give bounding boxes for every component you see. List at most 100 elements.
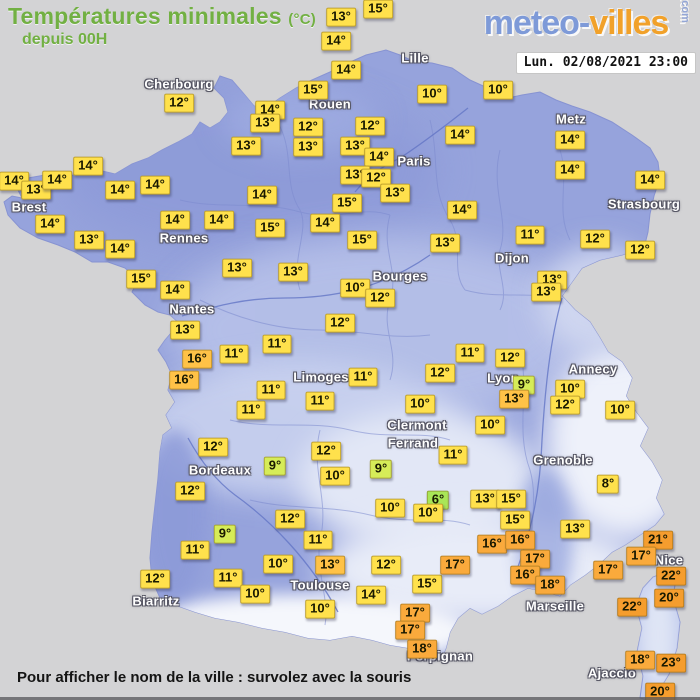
temp-label[interactable]: 10° (475, 415, 505, 435)
temp-label[interactable]: 12° (325, 313, 355, 333)
temp-label[interactable]: 10° (555, 379, 585, 399)
temp-label[interactable]: 12° (293, 117, 323, 137)
temp-label[interactable]: 20° (654, 588, 684, 608)
temp-label[interactable]: 9° (213, 524, 237, 544)
temp-label[interactable]: 10° (305, 599, 335, 619)
temp-label[interactable]: 15° (363, 0, 393, 19)
temp-label[interactable]: 15° (332, 193, 362, 213)
temp-label[interactable]: 12° (140, 569, 170, 589)
temp-label[interactable]: 12° (580, 229, 610, 249)
temp-label[interactable]: 17° (626, 546, 656, 566)
temp-label[interactable]: 14° (247, 185, 277, 205)
temp-label[interactable]: 11° (348, 367, 378, 387)
temp-label[interactable]: 11° (219, 344, 249, 364)
temp-label[interactable]: 17° (440, 555, 470, 575)
temp-label[interactable]: 10° (320, 466, 350, 486)
temp-label[interactable]: 10° (413, 503, 443, 523)
temp-label[interactable]: 13° (430, 233, 460, 253)
temp-label[interactable]: 10° (483, 80, 513, 100)
temp-label[interactable]: 13° (560, 519, 590, 539)
temp-label[interactable]: 12° (175, 481, 205, 501)
temp-label[interactable]: 10° (263, 554, 293, 574)
temp-label[interactable]: 22° (617, 597, 647, 617)
temp-label[interactable]: 13° (531, 282, 561, 302)
temp-label[interactable]: 13° (231, 136, 261, 156)
temp-label[interactable]: 9° (263, 456, 287, 476)
temp-label[interactable]: 12° (425, 363, 455, 383)
temp-label[interactable]: 14° (555, 130, 585, 150)
temp-label[interactable]: 13° (222, 258, 252, 278)
temp-label[interactable]: 15° (500, 510, 530, 530)
temp-label[interactable]: 11° (455, 343, 485, 363)
temp-label[interactable]: 22° (656, 566, 686, 586)
temp-label[interactable]: 14° (447, 200, 477, 220)
temp-label[interactable]: 15° (298, 80, 328, 100)
temp-label[interactable]: 14° (160, 210, 190, 230)
temp-label[interactable]: 14° (356, 585, 386, 605)
temp-label[interactable]: 13° (74, 230, 104, 250)
temp-label[interactable]: 12° (355, 116, 385, 136)
meteo-villes-logo[interactable]: meteo-villes .com (484, 0, 694, 43)
temp-label[interactable]: 11° (180, 540, 210, 560)
temp-label[interactable]: 12° (198, 437, 228, 457)
temp-label[interactable]: 20° (645, 682, 675, 700)
temp-label[interactable]: 12° (625, 240, 655, 260)
temp-label[interactable]: 14° (42, 170, 72, 190)
temp-label[interactable]: 15° (347, 230, 377, 250)
temp-label[interactable]: 14° (555, 160, 585, 180)
temp-label[interactable]: 14° (364, 147, 394, 167)
temp-label[interactable]: 16° (477, 534, 507, 554)
temp-label[interactable]: 11° (262, 334, 292, 354)
temp-label[interactable]: 11° (213, 568, 243, 588)
temp-label[interactable]: 18° (625, 650, 655, 670)
temp-label[interactable]: 13° (470, 489, 500, 509)
temp-label[interactable]: 16° (510, 565, 540, 585)
temp-label[interactable]: 18° (535, 575, 565, 595)
temp-label[interactable]: 12° (164, 93, 194, 113)
temp-label[interactable]: 14° (321, 31, 351, 51)
temp-label[interactable]: 13° (293, 137, 323, 157)
temp-label[interactable]: 15° (126, 269, 156, 289)
temp-label[interactable]: 17° (395, 620, 425, 640)
temp-label[interactable]: 16° (182, 349, 212, 369)
temp-label[interactable]: 14° (73, 156, 103, 176)
temp-label[interactable]: 12° (495, 348, 525, 368)
temp-label[interactable]: 12° (275, 509, 305, 529)
temp-label[interactable]: 13° (326, 7, 356, 27)
temp-label[interactable]: 14° (310, 213, 340, 233)
temp-label[interactable]: 14° (204, 210, 234, 230)
temp-label[interactable]: 13° (278, 262, 308, 282)
temp-label[interactable]: 17° (520, 549, 550, 569)
temp-label[interactable]: 23° (656, 653, 686, 673)
temp-label[interactable]: 15° (412, 574, 442, 594)
temp-label[interactable]: 12° (550, 395, 580, 415)
temp-label[interactable]: 13° (340, 136, 370, 156)
temp-label[interactable]: 14° (105, 239, 135, 259)
temp-label[interactable]: 15° (255, 218, 285, 238)
temp-label[interactable]: 17° (593, 560, 623, 580)
temp-label[interactable]: 12° (365, 288, 395, 308)
temp-label[interactable]: 11° (305, 391, 335, 411)
temp-label[interactable]: 21° (643, 530, 673, 550)
temp-label[interactable]: 12° (371, 555, 401, 575)
temp-label[interactable]: 14° (105, 180, 135, 200)
temp-label[interactable]: 12° (361, 168, 391, 188)
temp-label[interactable]: 11° (515, 225, 545, 245)
temp-label[interactable]: 11° (438, 445, 468, 465)
temp-label[interactable]: 12° (311, 441, 341, 461)
temp-label[interactable]: 14° (35, 214, 65, 234)
temp-label[interactable]: 15° (496, 489, 526, 509)
temp-label[interactable]: 14° (160, 280, 190, 300)
temp-label[interactable]: 16° (169, 370, 199, 390)
temp-label[interactable]: 13° (250, 113, 280, 133)
temp-label[interactable]: 13° (315, 555, 345, 575)
temp-label[interactable]: 13° (380, 183, 410, 203)
temp-label[interactable]: 11° (303, 530, 333, 550)
temp-label[interactable]: 10° (240, 584, 270, 604)
temp-label[interactable]: 13° (170, 320, 200, 340)
temp-label[interactable]: 16° (505, 530, 535, 550)
temp-label[interactable]: 11° (256, 380, 286, 400)
temp-label[interactable]: 14° (140, 175, 170, 195)
temp-label[interactable]: 13° (499, 389, 529, 409)
temp-label[interactable]: 10° (340, 278, 370, 298)
